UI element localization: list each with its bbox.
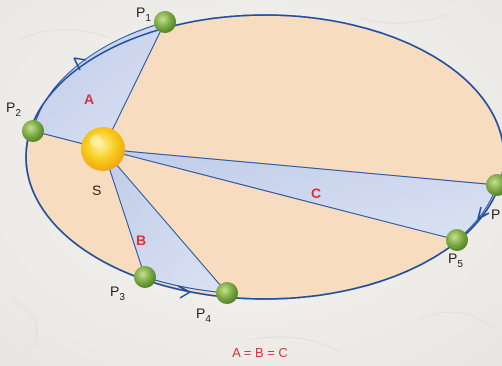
- background-texture: [11, 13, 496, 353]
- area-label-b: B: [136, 232, 146, 248]
- label-p1: P1: [136, 4, 151, 24]
- sun-label: S: [92, 182, 101, 198]
- planet-p5: [446, 229, 468, 251]
- arrow-icon: [177, 285, 191, 299]
- arrow-icon: [477, 206, 490, 220]
- label-p4: P4: [196, 305, 211, 325]
- area-label-c: C: [311, 185, 321, 201]
- orbit-direction-arrows: [73, 57, 490, 299]
- label-p2: P2: [6, 99, 21, 119]
- planet-p6: [486, 174, 502, 196]
- planet-labels: P1 P2 P3 P4 P5 P: [6, 4, 500, 325]
- arrow-icon: [73, 57, 87, 71]
- planets: [22, 11, 502, 304]
- label-p3: P3: [110, 283, 125, 303]
- area-label-a: A: [84, 91, 94, 107]
- orbit-outline: [25, 14, 502, 300]
- equation-caption: A = B = C: [232, 345, 288, 360]
- sun: [81, 127, 125, 171]
- label-p6: P: [491, 206, 500, 222]
- planet-p3: [134, 266, 156, 288]
- sector-a: [32, 21, 166, 150]
- planet-p2: [22, 120, 44, 142]
- label-p5: P5: [448, 250, 463, 270]
- planet-p4: [216, 282, 238, 304]
- planet-p1: [154, 11, 176, 33]
